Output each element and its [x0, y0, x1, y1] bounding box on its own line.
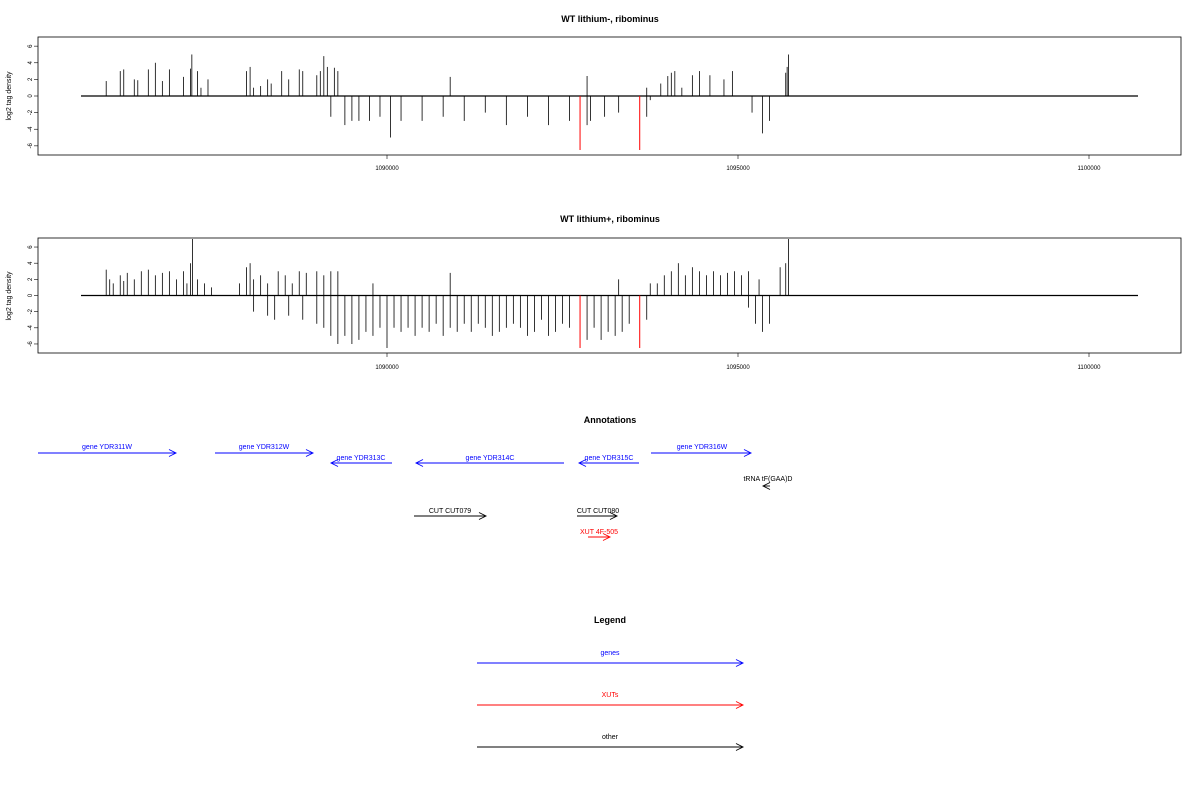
feature-arrow: [38, 449, 178, 457]
arrow-head: [735, 743, 745, 751]
bars: [81, 54, 1138, 150]
feature-label: gene YDR312W: [239, 444, 290, 451]
arrow-head: [168, 449, 178, 457]
arrow-head: [577, 459, 587, 467]
y-tick-label: 4: [28, 60, 34, 64]
legend-label: XUTs: [602, 692, 619, 699]
axes: 6 4 2 0 -2 -4 -6 1090000 1095000 1100000: [28, 245, 1101, 371]
feature-arrow: [651, 449, 753, 457]
arrow-head: [735, 701, 745, 709]
feature-label: CUT CUT080: [577, 508, 619, 515]
legend-title: Legend: [594, 615, 626, 625]
feature-arrow: [215, 449, 315, 457]
feature-label: gene YDR313C: [337, 455, 386, 462]
x-tick-label: 1090000: [375, 365, 399, 371]
y-tick-label: 2: [28, 77, 34, 81]
y-tick-label: -2: [28, 109, 34, 115]
feature-label: gene YDR314C: [466, 455, 515, 462]
track-title: WT lithium-, ribominus: [561, 14, 659, 24]
arrow-head: [743, 449, 753, 457]
x-tick-label: 1095000: [726, 365, 750, 371]
legend-label: other: [602, 734, 619, 741]
track-title: WT lithium+, ribominus: [560, 214, 660, 224]
legend-arrow: [477, 659, 745, 667]
y-axis-label: log2 tag density: [6, 71, 13, 121]
arrow-head: [761, 482, 771, 490]
feature-label: tRNA tF(GAA)D: [743, 476, 792, 483]
y-tick-label: 0: [28, 94, 34, 98]
legend-panel: Legend genes XUTs other: [477, 615, 745, 751]
feature-label: gene YDR316W: [677, 444, 728, 451]
axes: 6 4 2 0 -2 -4 -6 1090000 1095000 1100000: [28, 44, 1101, 172]
annotations-title: Annotations: [584, 415, 637, 425]
y-tick-label: 6: [28, 245, 34, 249]
feature-arrow: [414, 512, 488, 520]
y-tick-label: -4: [28, 324, 34, 330]
annotation-features: gene YDR311W gene YDR312W gene YDR313C gene…: [38, 444, 793, 541]
feature-label: CUT CUT079: [429, 508, 471, 515]
feature-arrow: [329, 459, 392, 467]
y-tick-label: -4: [28, 126, 34, 132]
arrow-head: [414, 459, 424, 467]
annotations-panel: Annotations gene YDR311W gene YDR312Wgene…: [38, 415, 793, 541]
y-axis-label: log2 tag density: [6, 271, 13, 321]
feature-label: gene YDR311W: [82, 444, 132, 451]
arrow-head: [602, 533, 612, 541]
x-tick-label: 1095000: [726, 166, 750, 172]
legend-arrow: [477, 701, 745, 709]
y-tick-label: -6: [28, 341, 34, 347]
feature-arrow: [588, 533, 612, 541]
x-tick-label: 1100000: [1078, 365, 1102, 371]
x-tick-label: 1100000: [1078, 166, 1102, 172]
legend-arrow: [477, 743, 745, 751]
y-tick-label: 2: [28, 277, 34, 281]
y-tick-label: -6: [28, 143, 34, 149]
feature-label: gene YDR315C: [585, 455, 634, 462]
track-plot-lithium-plus: WT lithium+, ribominus log2 tag density …: [6, 214, 1182, 371]
arrow-head: [478, 512, 488, 520]
y-tick-label: -2: [28, 308, 34, 314]
feature-label: XUT 4F-505: [580, 529, 618, 536]
arrow-head: [305, 449, 315, 457]
y-tick-label: 0: [28, 293, 34, 297]
y-tick-label: 4: [28, 261, 34, 265]
bars: [81, 238, 1138, 348]
feature-arrow: [577, 459, 639, 467]
feature-arrow: [761, 482, 771, 490]
arrow-head: [329, 459, 339, 467]
y-tick-label: 6: [28, 44, 34, 48]
arrow-head: [609, 512, 619, 520]
legend-label: genes: [600, 650, 620, 657]
x-tick-label: 1090000: [375, 166, 399, 172]
legend-items: genes XUTs other: [477, 650, 745, 751]
feature-arrow: [414, 459, 564, 467]
feature-arrow: [577, 512, 619, 520]
track-plot-lithium-minus: WT lithium-, ribominus log2 tag density …: [6, 14, 1182, 172]
arrow-head: [735, 659, 745, 667]
